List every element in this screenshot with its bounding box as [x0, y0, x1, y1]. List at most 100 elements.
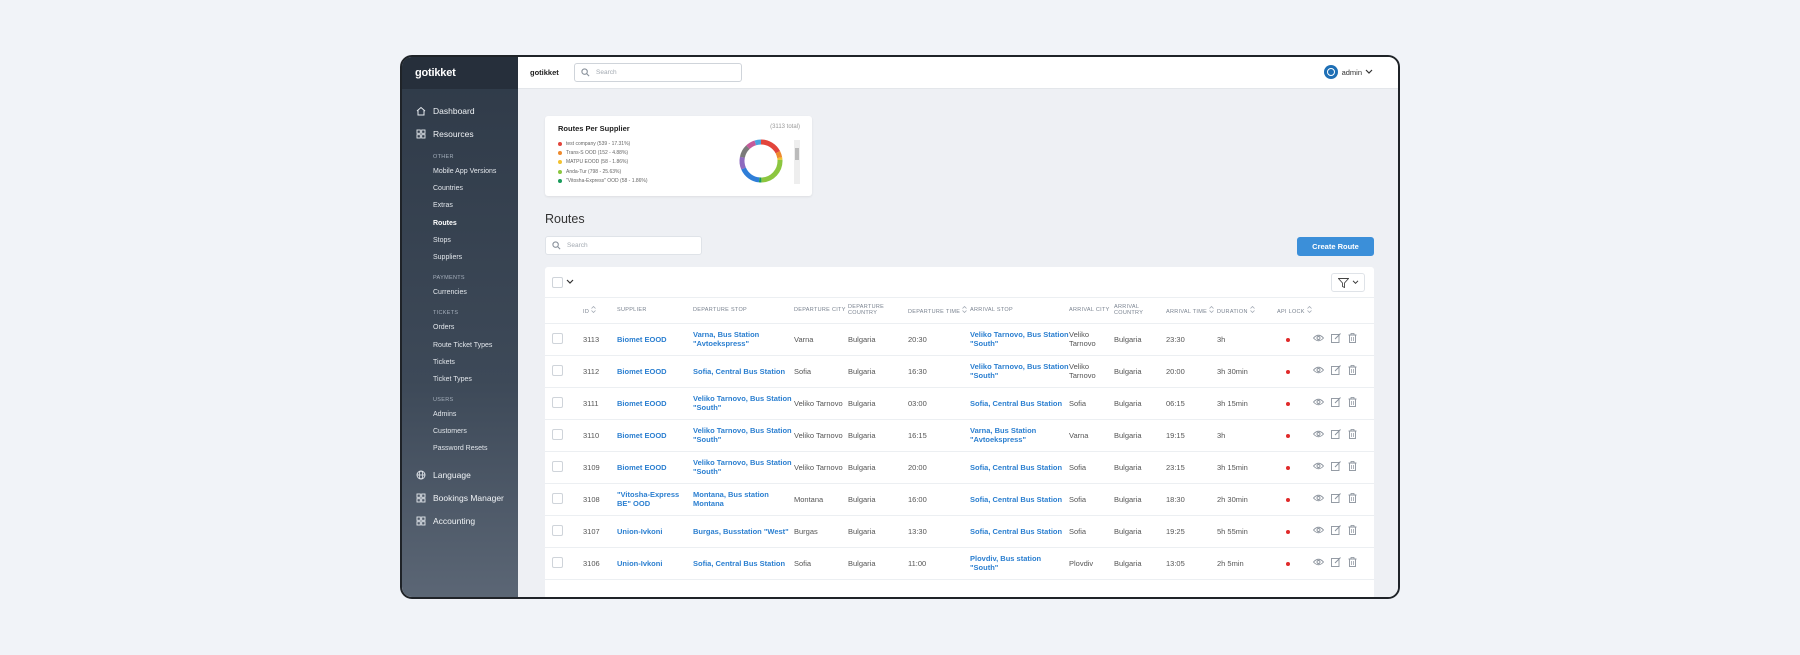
user-menu[interactable]: admin [1323, 65, 1373, 79]
sort-icon[interactable] [1248, 305, 1255, 315]
pie-slice-other[interactable] [741, 167, 760, 183]
sidebar-item-ticket-types[interactable]: Ticket Types [433, 375, 472, 383]
sort-icon[interactable] [960, 305, 967, 315]
cell-arrival-stop[interactable]: Veliko Tarnovo, Bus Station "South" [970, 355, 1069, 388]
legend-scrollbar[interactable] [794, 140, 800, 184]
table-row[interactable]: 3109 Biomet EOOD Veliko Tarnovo, Bus Stati… [545, 451, 1374, 484]
cell-supplier[interactable]: Biomet EOOD [617, 387, 693, 420]
table-row[interactable]: 3106 Union-Ivkoni Sofia, Central Bus Stati… [545, 547, 1374, 580]
global-search-input[interactable]: Search [574, 63, 742, 82]
edit-icon[interactable] [1331, 461, 1341, 473]
table-row[interactable]: 3108 "Vitosha-Express BE" OOD Montana, Bus… [545, 483, 1374, 516]
row-checkbox[interactable] [552, 364, 563, 376]
cell-arrival-stop[interactable]: Sofia, Central Bus Station [970, 451, 1069, 484]
pie-slice-test-company[interactable] [760, 139, 781, 154]
cell-departure-stop[interactable]: Veliko Tarnovo, Bus Station "South" [693, 387, 794, 420]
column-header-departure-time[interactable]: DEPARTURE TIME [908, 298, 970, 324]
sidebar-item-extras[interactable]: Extras [433, 202, 453, 210]
eye-icon[interactable] [1312, 334, 1325, 344]
eye-icon[interactable] [1312, 494, 1325, 504]
sort-icon[interactable] [1305, 305, 1312, 315]
trash-icon[interactable] [1348, 493, 1357, 505]
donut-chart[interactable] [738, 138, 784, 184]
sidebar-item-tickets[interactable]: Tickets [433, 358, 455, 366]
table-row[interactable]: 3112 Biomet EOOD Sofia, Central Bus Statio… [545, 355, 1374, 388]
sort-icon[interactable] [589, 305, 596, 315]
trash-icon[interactable] [1348, 397, 1357, 409]
table-row[interactable]: 3111 Biomet EOOD Veliko Tarnovo, Bus Stati… [545, 387, 1374, 420]
row-checkbox[interactable] [552, 492, 563, 504]
row-checkbox[interactable] [552, 428, 563, 440]
edit-icon[interactable] [1331, 397, 1341, 409]
cell-departure-stop[interactable]: Sofia, Central Bus Station [693, 355, 794, 388]
cell-departure-stop[interactable]: Varna, Bus Station "Avtoekspress" [693, 323, 794, 356]
trash-icon[interactable] [1348, 557, 1357, 569]
trash-icon[interactable] [1348, 333, 1357, 345]
row-checkbox[interactable] [552, 396, 563, 408]
eye-icon[interactable] [1312, 366, 1325, 376]
cell-supplier[interactable]: Union-Ivkoni [617, 547, 693, 580]
cell-supplier[interactable]: Biomet EOOD [617, 323, 693, 356]
pie-slice-other[interactable] [739, 156, 746, 170]
cell-departure-stop[interactable]: Sofia, Central Bus Station [693, 547, 794, 580]
cell-departure-stop[interactable]: Veliko Tarnovo, Bus Station "South" [693, 419, 794, 452]
create-route-button[interactable]: Create Route [1297, 237, 1374, 256]
filter-button[interactable] [1331, 273, 1365, 292]
cell-arrival-stop[interactable]: Sofia, Central Bus Station [970, 483, 1069, 516]
sidebar-item-dashboard[interactable]: Dashboard [402, 99, 518, 122]
sidebar-item-mobile-app-versions[interactable]: Mobile App Versions [433, 168, 497, 175]
sidebar-item-password-resets[interactable]: Password Resets [433, 445, 488, 453]
routes-search-input[interactable]: Search [545, 236, 702, 255]
cell-supplier[interactable]: Biomet EOOD [617, 419, 693, 452]
edit-icon[interactable] [1331, 333, 1341, 345]
row-checkbox[interactable] [552, 332, 563, 344]
table-row[interactable]: 3113 Biomet EOOD Varna, Bus Station "Avtoe… [545, 323, 1374, 356]
edit-icon[interactable] [1331, 525, 1341, 537]
sidebar-item-stops[interactable]: Stops [433, 236, 451, 244]
table-row[interactable]: 3110 Biomet EOOD Veliko Tarnovo, Bus Stati… [545, 419, 1374, 452]
eye-icon[interactable] [1312, 398, 1325, 408]
sidebar-item-route-ticket-types[interactable]: Route Ticket Types [433, 341, 493, 349]
cell-arrival-stop[interactable]: Plovdiv, Bus station "South" [970, 547, 1069, 580]
pie-slice-other[interactable] [739, 145, 750, 158]
pie-slice-anda-tur[interactable] [761, 159, 783, 183]
column-header-id[interactable]: ID [583, 298, 617, 324]
eye-icon[interactable] [1312, 462, 1325, 472]
row-checkbox[interactable] [552, 556, 563, 568]
select-all-checkbox[interactable] [552, 276, 563, 288]
cell-supplier[interactable]: "Vitosha-Express BE" OOD [617, 483, 693, 516]
table-row[interactable]: 3107 Union-Ivkoni Burgas, Busstation "West… [545, 515, 1374, 548]
pie-slice-other[interactable] [754, 139, 762, 146]
cell-arrival-stop[interactable]: Varna, Bus Station "Avtoekspress" [970, 419, 1069, 452]
cell-departure-stop[interactable]: Montana, Bus station Montana [693, 483, 794, 516]
sort-icon[interactable] [1207, 305, 1214, 315]
pie-slice-other[interactable] [746, 140, 757, 150]
sidebar-item-admins[interactable]: Admins [433, 411, 457, 419]
edit-icon[interactable] [1331, 365, 1341, 377]
trash-icon[interactable] [1348, 461, 1357, 473]
cell-supplier[interactable]: Biomet EOOD [617, 355, 693, 388]
sidebar-item-bookings-manager[interactable]: Bookings Manager [402, 487, 518, 510]
eye-icon[interactable] [1312, 558, 1325, 568]
edit-icon[interactable] [1331, 429, 1341, 441]
sidebar-item-countries[interactable]: Countries [433, 185, 463, 193]
cell-arrival-stop[interactable]: Sofia, Central Bus Station [970, 515, 1069, 548]
sidebar-item-accounting[interactable]: Accounting [402, 510, 518, 533]
sidebar-item-resources[interactable]: Resources [402, 122, 518, 145]
cell-supplier[interactable]: Biomet EOOD [617, 451, 693, 484]
edit-icon[interactable] [1331, 557, 1341, 569]
sidebar-item-currencies[interactable]: Currencies [433, 289, 467, 297]
sidebar-item-orders[interactable]: Orders [433, 324, 455, 332]
trash-icon[interactable] [1348, 525, 1357, 537]
app-logo[interactable]: gotikket [402, 57, 518, 89]
column-header-duration[interactable]: DURATION [1217, 298, 1277, 324]
cell-arrival-stop[interactable]: Veliko Tarnovo, Bus Station "South" [970, 323, 1069, 356]
cell-supplier[interactable]: Union-Ivkoni [617, 515, 693, 548]
cell-departure-stop[interactable]: Veliko Tarnovo, Bus Station "South" [693, 451, 794, 484]
column-header-api-lock[interactable]: API LOCK [1277, 298, 1313, 324]
column-header-arrival-time[interactable]: ARRIVAL TIME [1166, 298, 1217, 324]
eye-icon[interactable] [1312, 526, 1325, 536]
sidebar-item-routes[interactable]: Routes [433, 219, 457, 227]
pie-slice-trans-s-ood[interactable] [775, 151, 783, 159]
eye-icon[interactable] [1312, 430, 1325, 440]
